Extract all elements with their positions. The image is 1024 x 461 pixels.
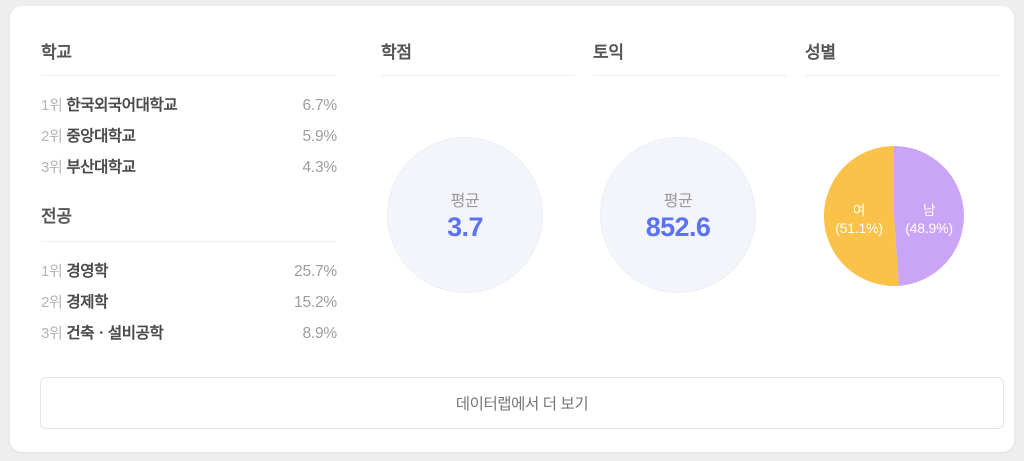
pie-label-male: 남 (48.9%) [894,203,964,237]
gpa-average-label: 평균 [450,193,480,210]
rank-percentage: 4.3% [302,159,337,176]
list-item[interactable]: 3위 건축ㆍ설비공학 8.9% [41,318,337,349]
gpa-average-circle: 평균 3.7 [387,137,543,293]
rank-number: 2위 [41,294,63,311]
list-item[interactable]: 2위 경제학 15.2% [41,287,337,318]
pie-label-female-value: (51.1%) [835,219,883,236]
list-item[interactable]: 3위 부산대학교 4.3% [41,152,337,183]
rank-percentage: 5.9% [302,128,337,145]
rank-number: 3위 [41,325,63,342]
rank-list-school: 1위 한국외국어대학교 6.7% 2위 중앙대학교 5.9% 3위 부산대학교 4.3… [41,90,337,183]
rank-percentage: 15.2% [294,294,337,311]
more-on-datalab-label: 데이터랩에서 더 보기 [455,396,589,413]
rank-number: 3위 [41,159,63,176]
stats-card: 학교 1위 한국외국어대학교 6.7% 2위 중앙대학교 5.9% 3위 부산대학교 … [10,6,1014,452]
divider-gpa [381,75,575,76]
pie-label-male-name: 남 [922,203,936,218]
rank-percentage: 8.9% [302,325,337,342]
list-item[interactable]: 1위 경영학 25.7% [41,256,337,287]
rank-percentage: 6.7% [302,97,337,114]
pie-label-male-value: (48.9%) [905,219,953,236]
rank-label: 경제학 [66,294,108,311]
gender-pie-svg [824,146,964,286]
gender-pie-chart: 여 (51.1%) 남 (48.9%) [824,146,964,286]
pie-slice-female[interactable] [824,146,899,286]
section-heading-toeic: 토익 [593,43,624,62]
rank-label: 부산대학교 [66,159,136,176]
divider-gender [805,75,1000,76]
divider-toeic [593,75,787,76]
rank-label: 한국외국어대학교 [66,97,178,114]
toeic-average-circle: 평균 852.6 [600,137,756,293]
list-item[interactable]: 1위 한국외국어대학교 6.7% [41,90,337,121]
section-heading-gender: 성별 [805,43,836,62]
pie-label-female-name: 여 [852,203,866,218]
section-heading-school: 학교 [41,43,72,62]
rank-number: 1위 [41,97,63,114]
rank-percentage: 25.7% [294,263,337,280]
gpa-average-value: 3.7 [447,212,483,242]
pie-label-female: 여 (51.1%) [824,203,894,237]
rank-label: 경영학 [66,263,108,280]
list-item[interactable]: 2위 중앙대학교 5.9% [41,121,337,152]
section-heading-gpa: 학점 [381,43,412,62]
rank-number: 2위 [41,128,63,145]
rank-label: 건축ㆍ설비공학 [66,325,164,342]
pie-slice-male[interactable] [894,146,964,286]
rank-list-major: 1위 경영학 25.7% 2위 경제학 15.2% 3위 건축ㆍ설비공학 8.9% [41,256,337,349]
rank-number: 1위 [41,263,63,280]
more-on-datalab-button[interactable]: 데이터랩에서 더 보기 [40,377,1004,429]
divider-school [41,75,337,76]
toeic-average-value: 852.6 [645,212,711,242]
rank-label: 중앙대학교 [66,128,136,145]
section-heading-major: 전공 [41,207,72,226]
toeic-average-label: 평균 [663,193,693,210]
divider-major [41,241,337,242]
